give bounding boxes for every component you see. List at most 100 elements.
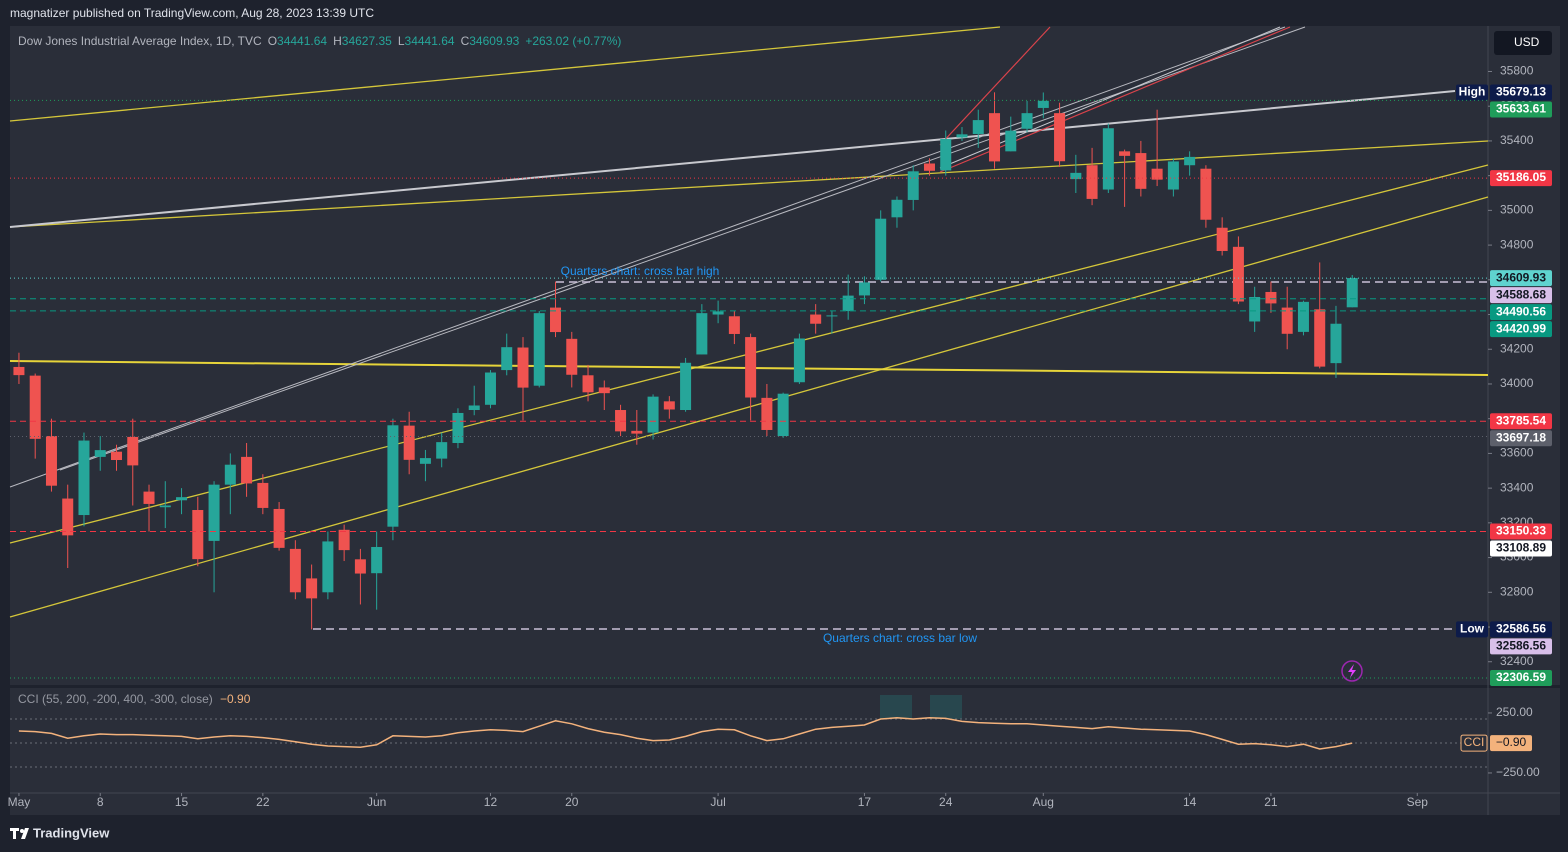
x-tick-label: 21 xyxy=(1264,795,1278,809)
legend-title: Dow Jones Industrial Average Index, 1D, … xyxy=(18,34,262,48)
price-label: 34609.93 xyxy=(1496,270,1546,284)
candle-body xyxy=(615,410,627,432)
price-label-box xyxy=(1490,523,1552,540)
candle-body xyxy=(127,436,139,466)
legend: Dow Jones Industrial Average Index, 1D, … xyxy=(18,34,621,48)
currency-label[interactable]: USD xyxy=(1514,35,1540,49)
legend-key: H xyxy=(333,34,342,48)
y-tick-label: 35000 xyxy=(1500,203,1534,217)
drawings xyxy=(9,26,1489,719)
candle-body xyxy=(1037,100,1049,108)
candle-body xyxy=(550,307,562,333)
candle-body xyxy=(94,450,106,457)
price-label: 33108.89 xyxy=(1496,541,1546,555)
candle-body xyxy=(403,425,415,460)
candle-body xyxy=(111,451,123,461)
price-label: 32306.59 xyxy=(1496,670,1546,684)
candle-body xyxy=(1054,113,1066,162)
trend-line xyxy=(9,26,1286,488)
trend-line xyxy=(59,26,1306,471)
price-label-box xyxy=(1490,669,1552,686)
candle-body xyxy=(322,541,334,593)
trend-line xyxy=(939,26,1051,146)
candle-body xyxy=(13,366,25,376)
candle-body xyxy=(224,464,236,485)
price-label: 32586.56 xyxy=(1496,639,1546,653)
footer-brand: TradingView xyxy=(33,825,110,840)
candle-body xyxy=(1086,165,1098,199)
candle-body xyxy=(387,425,399,527)
price-label-box xyxy=(1490,638,1552,655)
price-tag-box xyxy=(1456,621,1488,638)
x-tick-label: Jun xyxy=(367,795,386,809)
candle-body xyxy=(241,456,253,484)
price-label: 34490.56 xyxy=(1496,304,1546,318)
x-tick-label: 15 xyxy=(175,795,189,809)
lightning-glyph[interactable] xyxy=(1348,664,1356,678)
cci-pane xyxy=(10,688,1488,793)
y-tick-label: 35400 xyxy=(1500,133,1534,147)
candle-body xyxy=(647,396,659,433)
publish-header: magnatizer published on TradingView.com,… xyxy=(10,6,374,20)
legend-key: C xyxy=(461,34,470,48)
x-tick-label: 22 xyxy=(256,795,270,809)
trend-line xyxy=(9,90,1456,228)
price-label: 35186.05 xyxy=(1496,170,1546,184)
candle-body xyxy=(696,313,708,355)
price-label: 35633.61 xyxy=(1496,102,1546,116)
cci-value-label: −0.90 xyxy=(1496,735,1527,749)
currency-button[interactable] xyxy=(1494,31,1552,55)
candle-body xyxy=(1314,309,1326,367)
candle-body xyxy=(159,505,171,508)
cci-line xyxy=(18,717,1353,750)
candle-body xyxy=(1119,151,1131,156)
price-tag: Low xyxy=(1460,622,1485,636)
candle-body xyxy=(1297,301,1309,332)
price-tag-box xyxy=(1456,84,1488,101)
price-label: 34420.99 xyxy=(1496,321,1546,335)
legend-value: 34441.64 xyxy=(277,34,327,48)
candle-body xyxy=(419,458,431,464)
candle-body xyxy=(810,314,822,324)
candle-body xyxy=(1135,153,1147,189)
candle-body xyxy=(1200,168,1212,220)
candle-body xyxy=(45,436,57,486)
candle-body xyxy=(62,498,74,536)
candle-body xyxy=(1249,296,1261,322)
y-tick-label: 35800 xyxy=(1500,64,1534,78)
candle-body xyxy=(1216,227,1228,251)
candle-body xyxy=(1330,323,1342,364)
x-tick-label: May xyxy=(8,795,31,809)
x-tick-label: Sep xyxy=(1407,795,1429,809)
candle-body xyxy=(663,401,675,410)
y-tick-label: 33400 xyxy=(1500,480,1534,494)
x-tick-label: Aug xyxy=(1033,795,1054,809)
candle-body xyxy=(517,347,529,388)
candle-body xyxy=(29,375,41,439)
cci-tag-box xyxy=(1460,734,1488,752)
candle-body xyxy=(907,171,919,200)
cci-highlight xyxy=(930,695,962,719)
candle-body xyxy=(436,442,448,459)
cci-tag: CCI xyxy=(1464,735,1485,749)
trend-line xyxy=(9,26,1001,122)
price-label: 35679.13 xyxy=(1496,85,1546,99)
candle-body xyxy=(761,397,773,430)
candle-body xyxy=(1265,291,1277,304)
candle-body xyxy=(826,315,838,317)
legend-key: O xyxy=(268,34,277,48)
price-label-box xyxy=(1490,84,1552,101)
candle-body xyxy=(1167,161,1179,190)
price-label-box xyxy=(1490,304,1552,321)
candle-body xyxy=(956,134,968,138)
candle-body xyxy=(1232,246,1244,302)
price-label-box xyxy=(1490,321,1552,338)
cci-tick-label: 250.00 xyxy=(1496,705,1533,719)
candle-body xyxy=(1281,307,1293,334)
candle-body xyxy=(728,316,740,334)
candle-body xyxy=(712,311,724,315)
candle-body xyxy=(891,199,903,218)
candle-body xyxy=(1005,130,1017,152)
candle-body xyxy=(680,362,692,411)
